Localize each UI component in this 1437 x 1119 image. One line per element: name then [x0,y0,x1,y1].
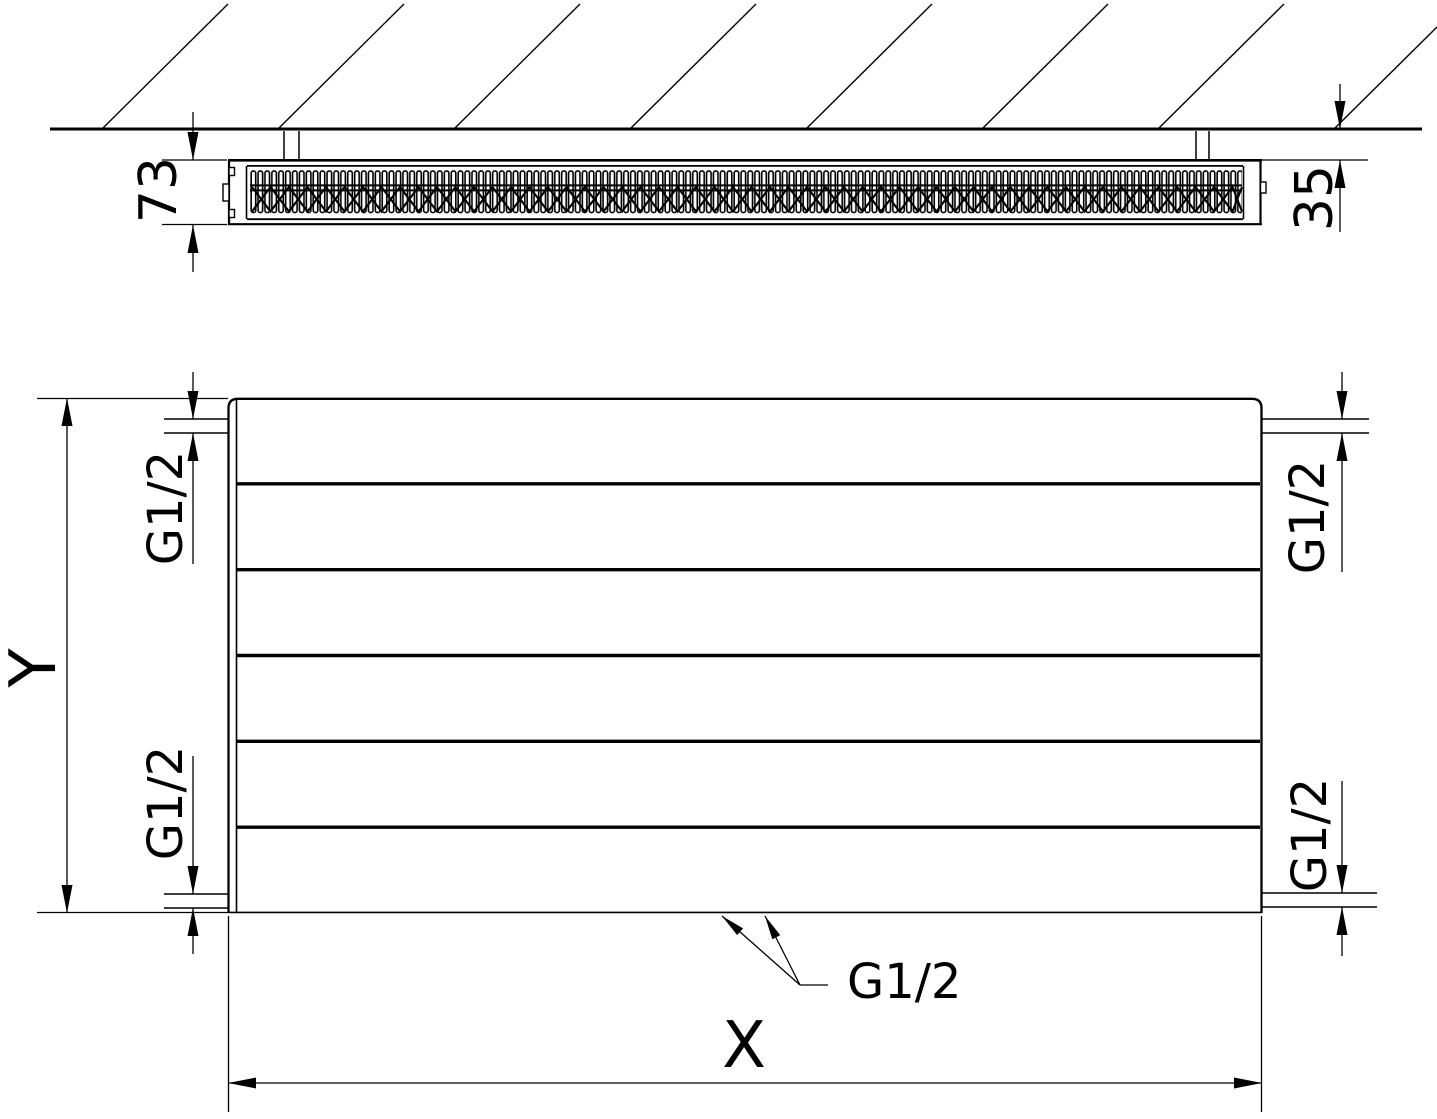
arrowhead [187,132,199,160]
width-dimension-label: X [722,1009,766,1083]
arrowhead [722,916,744,936]
arrowhead [61,398,73,426]
arrowhead [187,391,199,419]
conn-label-bottom-center: G1/2 [847,954,961,1010]
arrowhead [765,916,781,940]
arrowhead [187,866,199,894]
arrowhead [1234,1077,1262,1089]
dimension-height-y [37,397,228,914]
wall-hatching [102,3,1437,129]
arrowhead [187,433,199,461]
convector-zigzag-a [251,185,1243,214]
arrowhead [1334,160,1346,188]
arrowhead [61,885,73,913]
height-dimension-label: Y [0,648,71,689]
dimension-depth-73 [162,112,227,272]
dimension-wall-gap-35 [1262,84,1368,232]
conn-label-top-right: G1/2 [1280,460,1336,574]
conn-label-bottom-right: G1/2 [1282,778,1338,892]
connection-stubs [164,418,1377,909]
wall-brackets [283,131,1210,159]
arrowhead [1334,101,1346,129]
conn-label-bottom-left: G1/2 [138,746,194,860]
arrowhead [1336,433,1348,461]
radiator-front-panel [164,397,1377,914]
radiator-cross-section [222,159,1267,226]
depth-dimension-label: 73 [129,157,189,223]
wall-gap-dimension-label: 35 [1285,165,1345,231]
end-cap-details [222,166,1267,219]
radiator-casing [227,159,1262,226]
dimension-conn-bottom-left [187,756,199,954]
panel-grooves [237,482,1260,829]
arrowhead [1336,907,1348,935]
arrowhead [228,1077,256,1089]
convector-zigzag-b [251,184,1243,214]
dimension-conn-bottom-right [1336,781,1348,956]
arrowhead [187,908,199,936]
arrowhead [1336,865,1348,893]
leader-conn-bottom-center [721,915,828,986]
arrowhead [1336,391,1348,419]
convector-fins [250,170,1243,214]
dimension-conn-top-right [1336,372,1348,572]
wall-section [50,3,1437,159]
dimension-width-x [227,916,1263,1112]
conn-label-top-left: G1/2 [138,451,194,565]
arrowhead [187,225,199,253]
